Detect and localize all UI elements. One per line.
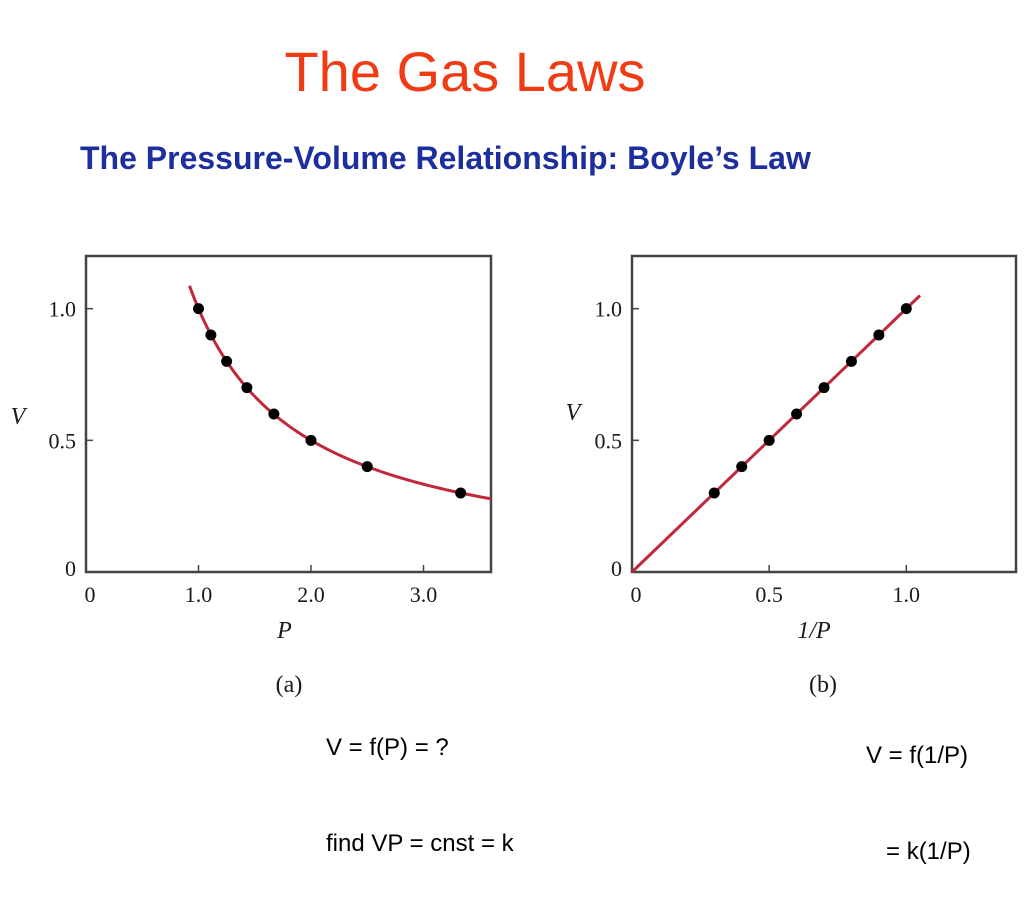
boyles-law-charts: 0 1.0 2.0 3.0 0 0.5 1.0 P V (a) 0 0.5 1.0 0 0.5 1.0 1/P V…: [11, 254, 1018, 698]
chart-b-data-point: [708, 487, 720, 499]
formula-a: V = f(P) = ? find VP = cnst = k: [326, 668, 514, 892]
chart-a-data-point: [455, 487, 467, 499]
formula-a-line-1: V = f(P) = ?: [326, 734, 449, 761]
chart-a-panel-label: (a): [276, 672, 303, 698]
chart-b-data-point: [736, 461, 748, 473]
chart-b-data-point: [845, 355, 857, 367]
chart-a-data-point: [268, 408, 280, 420]
chart-b-data-point: [873, 329, 885, 341]
formula-b-line-1: V = f(1/P): [866, 742, 969, 769]
chart-b-plot-frame: [630, 254, 1018, 574]
chart-b-x-tick-label: 1.0: [893, 582, 921, 607]
chart-a-plot-frame: [84, 254, 493, 574]
chart-b-data-point: [791, 408, 803, 420]
formula-a-line-2: find VP = cnst = k: [326, 830, 514, 857]
chart-a-y-axis-label: V: [11, 404, 28, 430]
chart-a-y-tick-label: 1.0: [49, 297, 77, 322]
chart-b-y-axis-label: V: [566, 400, 583, 426]
chart-b-y-tick-label: 0.5: [595, 428, 623, 453]
chart-b-data-point: [763, 434, 775, 446]
chart-a-x-tick-label: 0: [85, 582, 96, 607]
chart-b-y-tick-label: 1.0: [595, 297, 623, 322]
chart-b-panel-label: (b): [809, 672, 837, 698]
chart-a-data-point: [221, 355, 233, 367]
chart-a-x-tick-label: 1.0: [185, 582, 213, 607]
chart-a-data-point: [193, 303, 204, 315]
chart-b-x-tick-label: 0: [631, 582, 642, 607]
chart-a-x-axis-label: P: [276, 618, 292, 644]
chart-a-y-tick-label: 0: [65, 556, 76, 581]
chart-b-data-point: [818, 382, 830, 394]
chart-b-fit-curve: [630, 294, 922, 574]
chart-a-data-point: [205, 329, 217, 341]
slide-subtitle: The Pressure-Volume Relationship: Boyle’…: [80, 140, 811, 176]
chart-a-x-tick-label: 3.0: [410, 582, 438, 607]
chart-a-fit-curve: [188, 285, 492, 501]
chart-b-y-tick-label: 0: [611, 556, 622, 581]
chart-a-y-tick-label: 0.5: [49, 428, 77, 453]
chart-b-data-point: [900, 303, 912, 315]
chart-a-data-point: [361, 461, 373, 473]
chart-a-data-point: [305, 434, 317, 446]
slide-title: The Gas Laws: [284, 40, 646, 103]
formula-b-line-2: = k(1/P): [866, 838, 971, 865]
chart-a-data-point: [241, 382, 253, 394]
chart-a-x-tick-label: 2.0: [297, 582, 325, 607]
chart-b-x-tick-label: 0.5: [755, 582, 783, 607]
chart-b-x-axis-label: 1/P: [797, 618, 831, 644]
formula-b: V = f(1/P) = k(1/P): [866, 676, 971, 900]
